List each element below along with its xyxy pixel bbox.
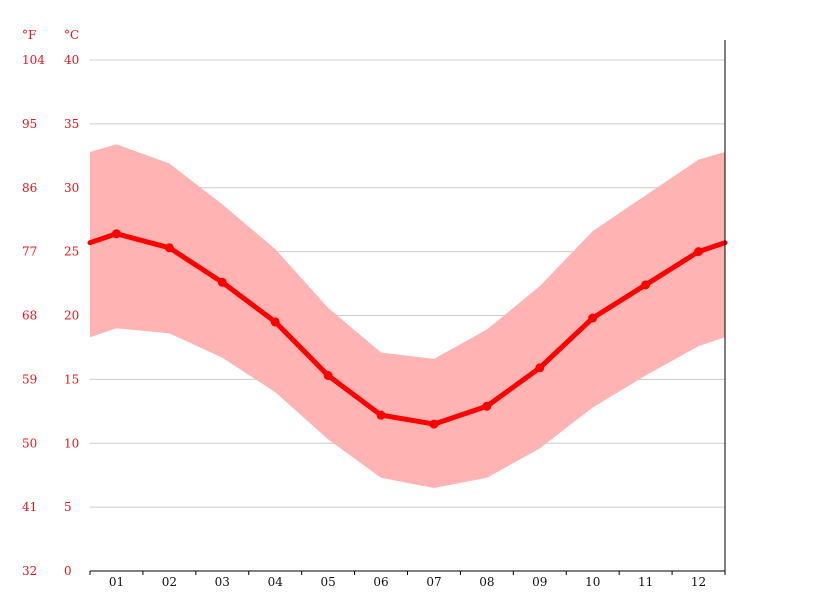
y-tick-label-fahrenheit: 50	[22, 436, 37, 450]
y-tick-label-fahrenheit: 86	[22, 181, 37, 195]
temperature-band-area	[90, 144, 725, 488]
y-tick-label-celsius: 0	[64, 564, 72, 578]
data-point	[429, 419, 439, 429]
y-tick-label-fahrenheit: 68	[22, 309, 37, 323]
y-tick-label-celsius: 20	[64, 309, 79, 323]
x-tick-label: 02	[162, 575, 177, 589]
x-tick-label: 05	[320, 575, 335, 589]
data-point	[270, 317, 280, 327]
x-tick-label: 03	[215, 575, 230, 589]
data-point	[111, 229, 121, 239]
data-point	[588, 313, 598, 323]
data-point	[482, 401, 492, 411]
axes: 32 0 41 5 50 10 59 15 68 20 77 25 86 30 95 35 104 40 01 02 0…	[22, 40, 726, 589]
data-point	[164, 243, 174, 253]
average-line	[87, 231, 728, 427]
data-point	[641, 280, 651, 290]
data-point	[535, 363, 545, 373]
x-tick-label: 04	[268, 575, 284, 589]
y-tick-label-celsius: 35	[64, 117, 79, 131]
y-tick-label-celsius: 15	[64, 372, 79, 386]
x-tick-label: 08	[479, 575, 494, 589]
y-tick-label-fahrenheit: 41	[22, 500, 37, 514]
average-temperature-line	[87, 229, 728, 429]
y-tick-label-celsius: 30	[64, 181, 79, 195]
y-tick-label-celsius: 40	[64, 53, 79, 67]
x-tick-label: 10	[585, 575, 600, 589]
data-point	[323, 371, 333, 381]
y-tick-label-celsius: 25	[64, 245, 79, 259]
y-tick-label-fahrenheit: 77	[22, 245, 37, 259]
y-tick-label-celsius: 5	[64, 500, 72, 514]
x-tick-label: 09	[532, 575, 547, 589]
temperature-range-band	[90, 144, 725, 488]
x-tick-label: 11	[638, 575, 653, 589]
y-tick-label-celsius: 10	[64, 436, 79, 450]
fahrenheit-unit-label: °F	[22, 28, 36, 42]
data-point	[376, 410, 386, 420]
y-tick-label-fahrenheit: 59	[22, 372, 37, 386]
x-tick-label: 07	[426, 575, 441, 589]
data-point	[694, 247, 704, 257]
data-point	[217, 277, 227, 287]
x-tick-label: 06	[373, 575, 388, 589]
x-tick-label: 01	[109, 575, 124, 589]
x-tick-label: 12	[691, 575, 706, 589]
celsius-unit-label: °C	[64, 28, 79, 42]
y-tick-label-fahrenheit: 104	[22, 53, 45, 67]
y-tick-label-fahrenheit: 95	[22, 117, 37, 131]
y-tick-label-fahrenheit: 32	[22, 564, 37, 578]
